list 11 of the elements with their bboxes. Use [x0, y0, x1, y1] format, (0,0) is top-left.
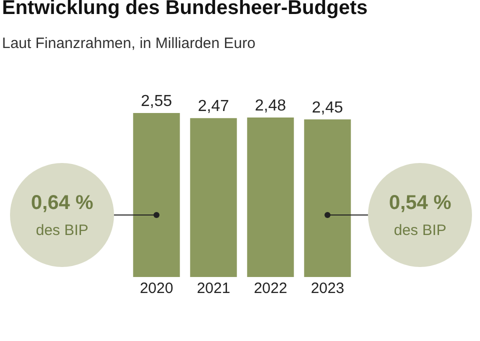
text: 0,54 % des BIP	[389, 192, 452, 239]
x-tick-label: 2021	[196, 280, 230, 297]
x-tick-label: 2022	[254, 280, 288, 297]
text: 0,64 % des BIP	[31, 192, 94, 239]
chart-subtitle: Laut Finanzrahmen, in Milliarden Euro	[2, 35, 256, 52]
data-label: 2,47	[198, 98, 230, 116]
data-label: 2,48	[254, 98, 286, 114]
x-tick-label: 2023	[310, 280, 344, 297]
data-label: 2,45	[312, 99, 344, 116]
data-label: 2,55	[140, 93, 172, 110]
x-tick-label: 2020	[140, 280, 174, 297]
